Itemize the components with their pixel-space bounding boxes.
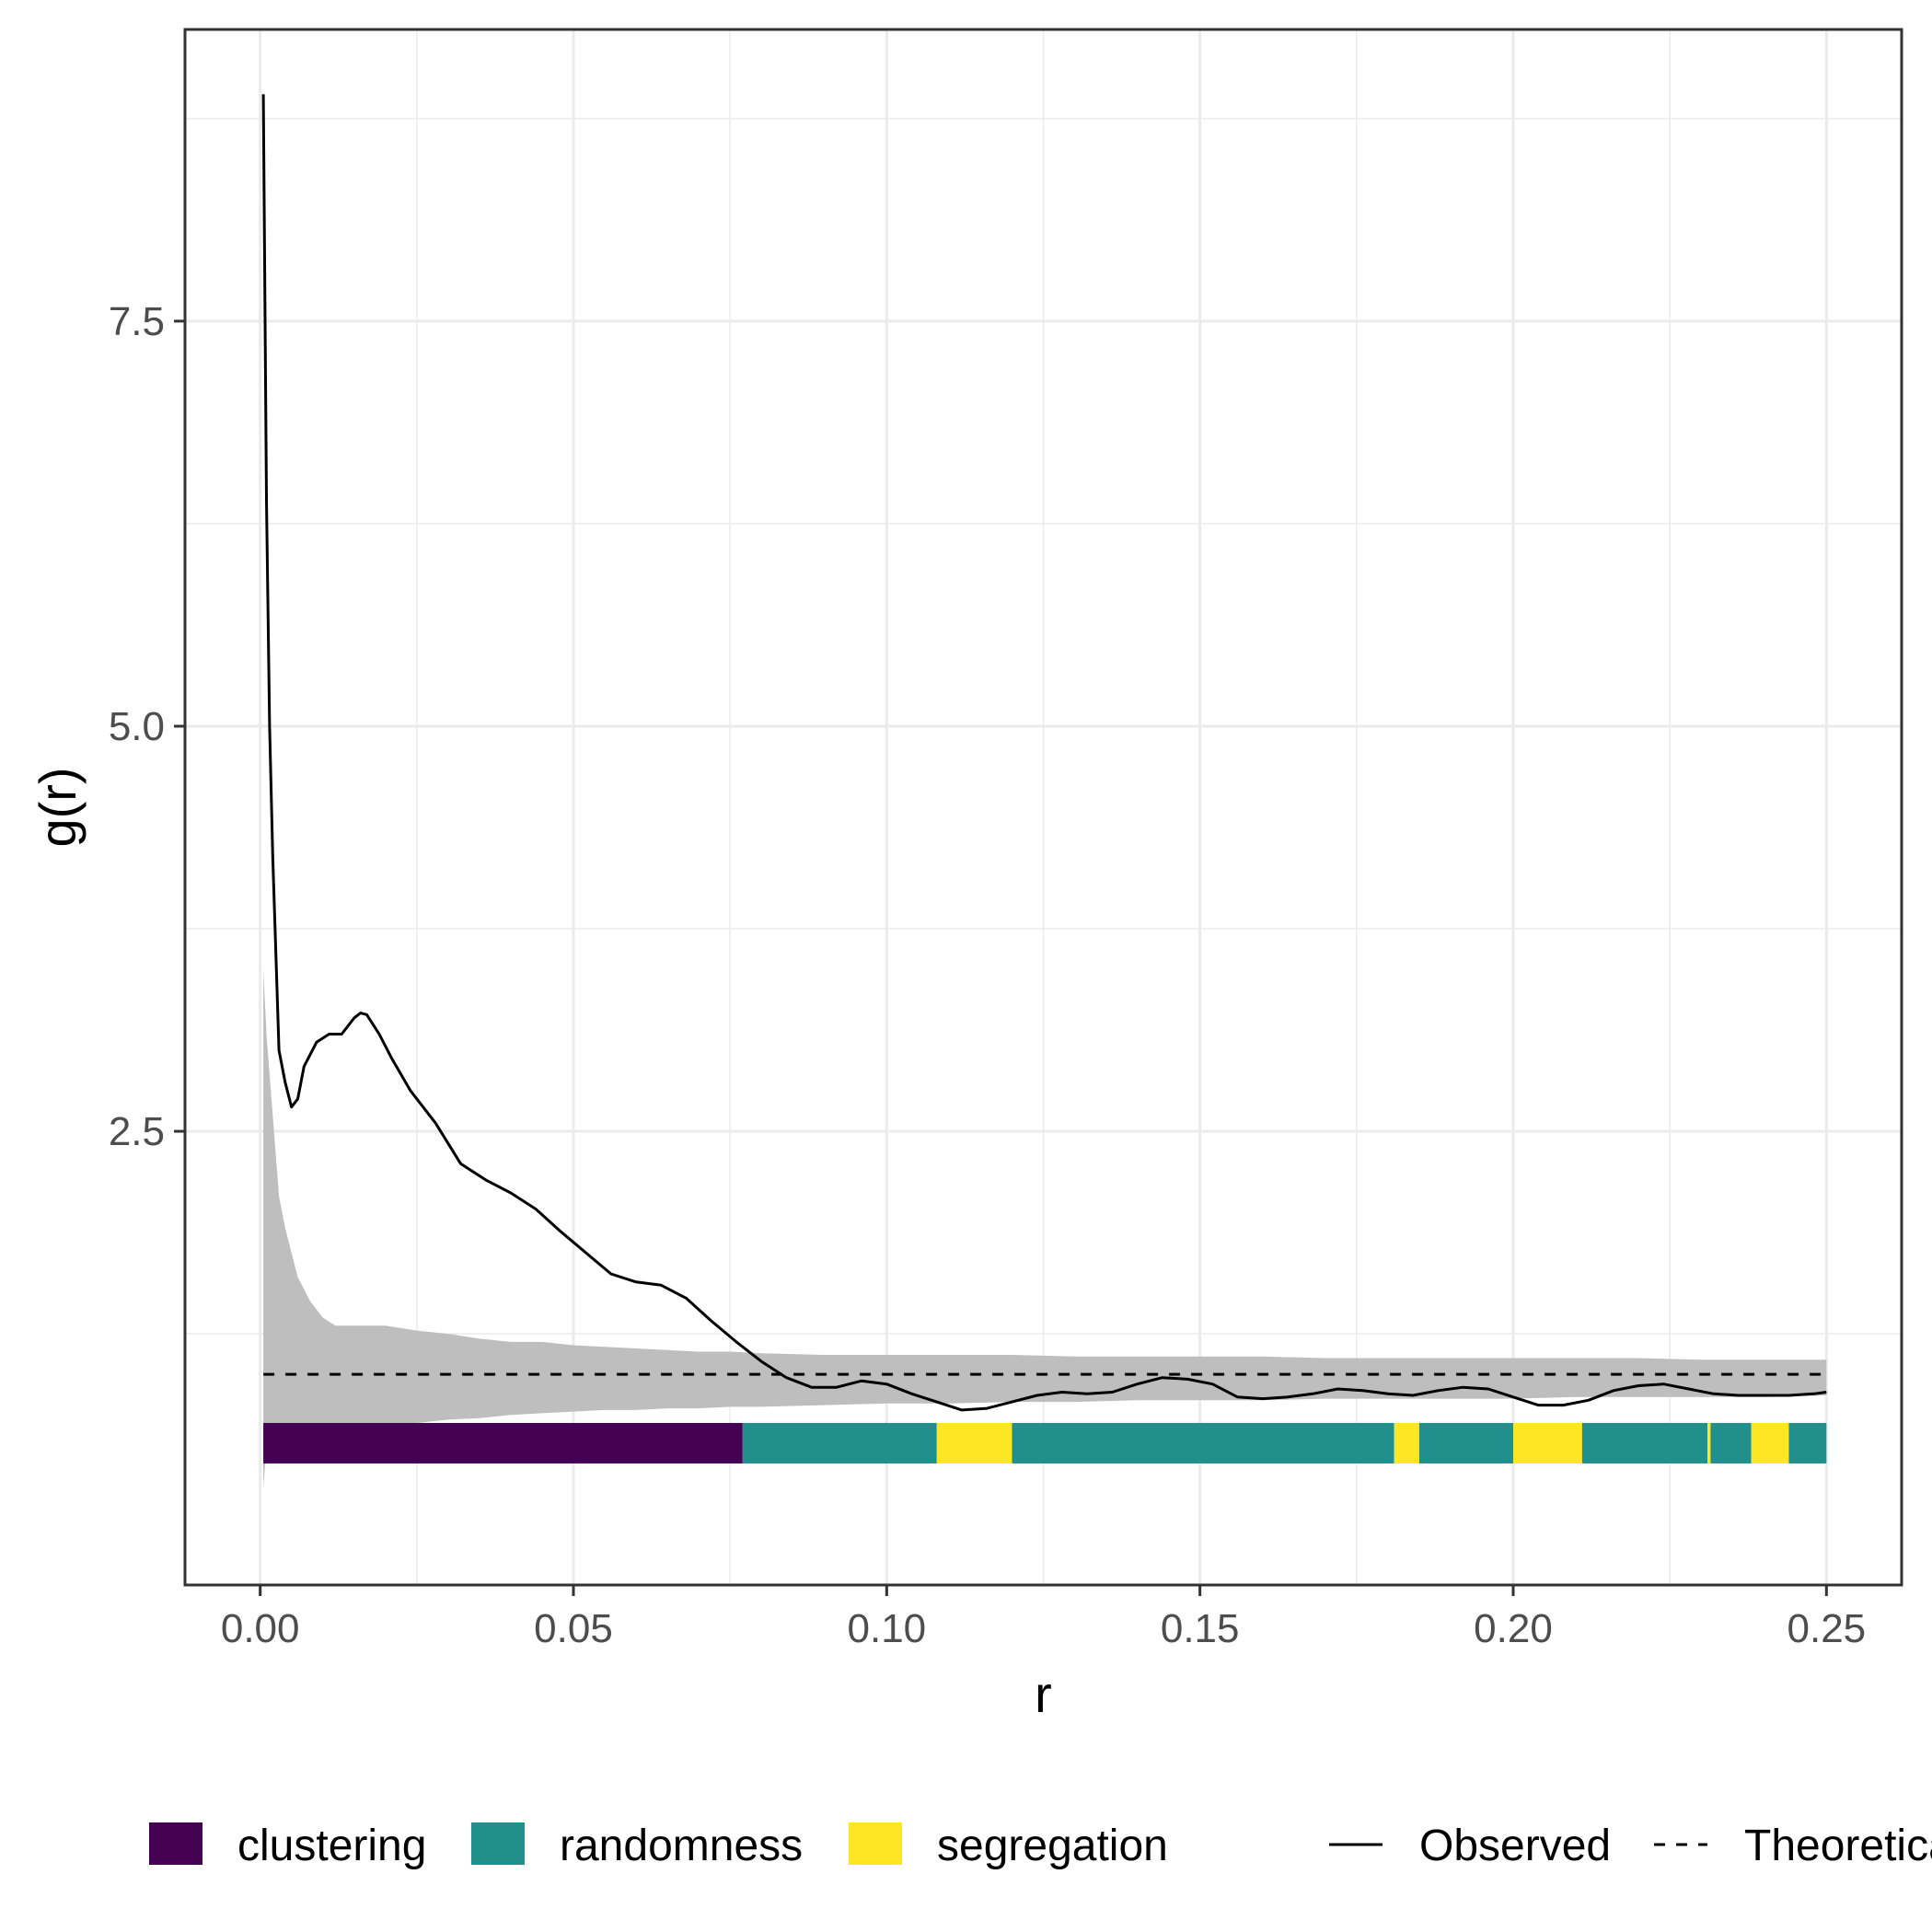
category-segment-randomness (1710, 1422, 1752, 1463)
observed-layer (261, 94, 1827, 1412)
grid-major (185, 29, 1902, 1585)
legend-label-randomness: randomness (560, 1822, 803, 1870)
legend-label-theoretical: Theoretical (1744, 1822, 1932, 1870)
x-tick-label: 0.05 (534, 1606, 613, 1651)
category-segment-randomness (742, 1422, 937, 1463)
category-segment-clustering (263, 1422, 743, 1463)
legend-label-segregation: segregation (937, 1822, 1168, 1870)
simulation-envelope (263, 969, 1827, 1488)
category-segment-randomness (1418, 1422, 1513, 1463)
category-segment-segregation (936, 1422, 1012, 1463)
grid-minor (185, 29, 1902, 1585)
y-axis-title: g(r) (29, 767, 87, 847)
legend-key-randomness (471, 1822, 525, 1865)
y-tick-label: 5.0 (109, 704, 165, 749)
x-axis: 0.00 0.05 0.10 0.15 0.20 0.25 (221, 1585, 1866, 1651)
x-tick-label: 0.20 (1474, 1606, 1553, 1651)
x-axis-title: r (1035, 1665, 1052, 1723)
panel-border (183, 28, 1903, 1587)
legend-label-observed: Observed (1419, 1822, 1611, 1870)
category-segment-randomness (1012, 1422, 1394, 1463)
legend: clustering randomness segregation Observed T… (149, 1822, 1932, 1870)
legend-key-clustering (149, 1822, 202, 1865)
x-tick-label: 0.25 (1787, 1606, 1867, 1651)
series-line-observed (261, 94, 1827, 1412)
legend-label-clustering: clustering (237, 1822, 426, 1870)
category-bar (263, 1422, 1827, 1463)
envelope-layer (263, 969, 1827, 1488)
x-tick-label: 0.15 (1161, 1606, 1240, 1651)
x-tick-label: 0.00 (221, 1606, 300, 1651)
category-segment-segregation (1706, 1422, 1711, 1463)
category-segment-segregation (1394, 1422, 1419, 1463)
category-segment-segregation (1751, 1422, 1789, 1463)
x-tick-label: 0.10 (848, 1606, 927, 1651)
legend-key-segregation (849, 1822, 902, 1865)
y-tick-label: 7.5 (109, 299, 165, 344)
category-segment-segregation (1512, 1422, 1582, 1463)
y-tick-label: 2.5 (109, 1109, 165, 1154)
category-segment-randomness (1581, 1422, 1707, 1463)
y-axis: 2.5 5.0 7.5 (109, 299, 185, 1154)
category-segment-randomness (1788, 1422, 1827, 1463)
